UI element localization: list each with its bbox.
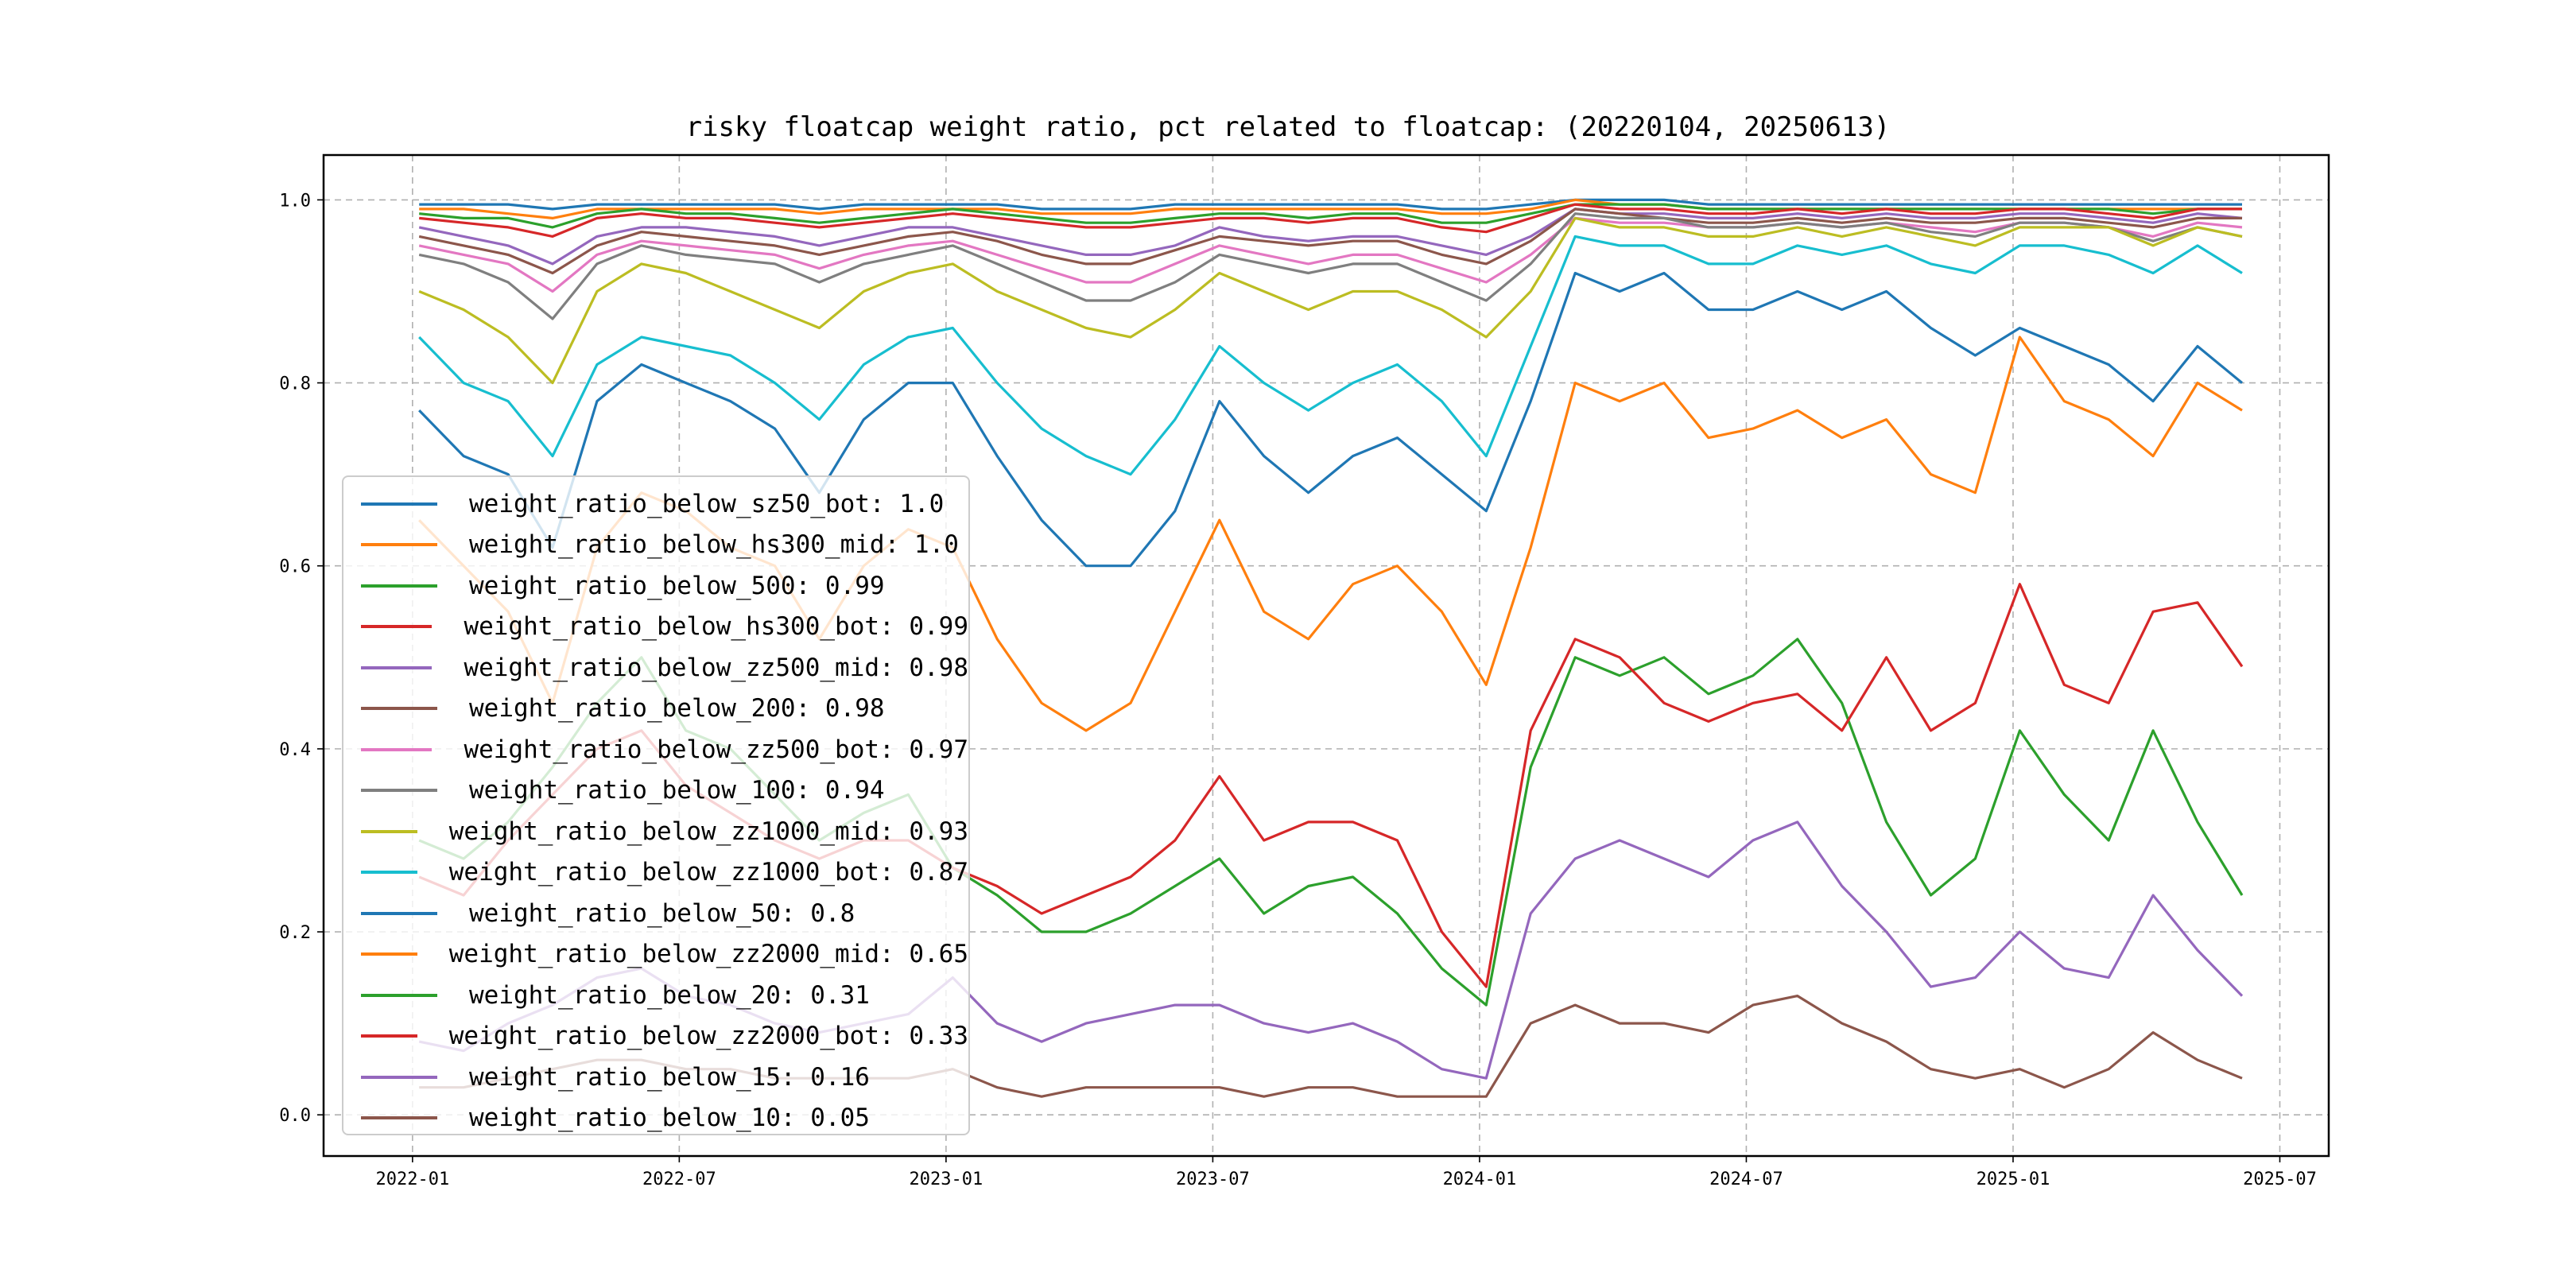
plot-frame — [322, 153, 2330, 1158]
series-line-9 — [418, 235, 2243, 476]
legend-swatch — [361, 665, 433, 669]
x-tick-label: 2025-01 — [1977, 1170, 2050, 1189]
legend-item: weight_ratio_below_sz50_bot: 1.0 — [343, 483, 968, 525]
legend-item: weight_ratio_below_hs300_bot: 0.99 — [343, 607, 968, 648]
legend-label: weight_ratio_below_50: 0.8 — [469, 898, 855, 928]
series-line-0 — [419, 198, 2242, 211]
legend-label: weight_ratio_below_20: 0.31 — [469, 980, 870, 1010]
y-tick-label: 0.4 — [279, 740, 311, 760]
legend-label: weight_ratio_below_100: 0.94 — [469, 776, 885, 805]
legend-swatch — [361, 543, 437, 547]
legend-swatch — [361, 625, 433, 629]
legend-label: weight_ratio_below_500: 0.99 — [469, 571, 885, 600]
legend-item: weight_ratio_below_zz500_bot: 0.97 — [343, 729, 968, 770]
legend-swatch — [361, 584, 437, 588]
series-line-3 — [419, 203, 2242, 238]
legend-label: weight_ratio_below_sz50_bot: 1.0 — [469, 489, 945, 518]
legend-swatch — [361, 747, 433, 751]
legend-label: weight_ratio_below_zz500_mid: 0.98 — [464, 653, 968, 682]
axis-ticks: 2022-01 2022-07 2023-01 2023-07 2024-01 2024-… — [279, 191, 2317, 1189]
x-tick-label: 2023-01 — [910, 1170, 983, 1189]
legend-label: weight_ratio_below_zz2000_bot: 0.33 — [448, 1022, 968, 1051]
legend-item: weight_ratio_below_zz2000_bot: 0.33 — [343, 1016, 968, 1057]
y-tick-label: 1.0 — [279, 191, 311, 211]
series-line-8 — [418, 216, 2243, 385]
legend-label: weight_ratio_below_10: 0.05 — [469, 1104, 870, 1133]
legend-item: weight_ratio_below_15: 0.16 — [343, 1057, 968, 1098]
legend-label: weight_ratio_below_zz1000_mid: 0.93 — [448, 817, 968, 846]
x-tick-label: 2025-07 — [2243, 1170, 2317, 1189]
legend-item: weight_ratio_below_zz500_mid: 0.98 — [343, 647, 968, 689]
legend: weight_ratio_below_sz50_bot: 1.0 weight_r… — [342, 475, 970, 1135]
legend-label: weight_ratio_below_15: 0.16 — [469, 1062, 870, 1092]
legend-swatch — [361, 1034, 417, 1038]
x-tick-label: 2022-07 — [642, 1170, 716, 1189]
series-line-10 — [418, 271, 2244, 568]
x-tick-label: 2022-01 — [375, 1170, 449, 1189]
series-lines — [418, 198, 2244, 1098]
series-line-6 — [418, 216, 2243, 293]
legend-item: weight_ratio_below_zz1000_bot: 0.87 — [343, 852, 968, 894]
legend-item: weight_ratio_below_500: 0.99 — [343, 565, 968, 607]
series-line-4 — [418, 208, 2243, 266]
legend-swatch — [361, 871, 417, 875]
legend-item: weight_ratio_below_10: 0.05 — [343, 1098, 968, 1139]
x-tick-label: 2024-07 — [1709, 1170, 1783, 1189]
legend-item: weight_ratio_below_100: 0.94 — [343, 770, 968, 812]
legend-label: weight_ratio_below_zz1000_bot: 0.87 — [448, 858, 968, 887]
legend-item: weight_ratio_below_hs300_mid: 1.0 — [343, 525, 968, 566]
y-tick-label: 0.8 — [279, 374, 311, 394]
legend-item: weight_ratio_below_zz2000_mid: 0.65 — [343, 934, 968, 976]
legend-label: weight_ratio_below_zz500_bot: 0.97 — [464, 735, 968, 764]
legend-label: weight_ratio_below_hs300_mid: 1.0 — [469, 530, 959, 560]
series-line-2 — [419, 203, 2242, 229]
series-line-7 — [418, 212, 2243, 320]
legend-swatch — [361, 707, 437, 711]
legend-label: weight_ratio_below_200: 0.98 — [469, 694, 885, 724]
legend-swatch — [361, 829, 417, 833]
chart-title: risky floatcap weight ratio, pct related… — [685, 111, 1891, 143]
legend-label: weight_ratio_below_zz2000_mid: 0.65 — [448, 940, 968, 969]
legend-item: weight_ratio_below_50: 0.8 — [343, 893, 968, 934]
x-tick-label: 2024-01 — [1443, 1170, 1517, 1189]
y-tick-label: 0.2 — [279, 923, 311, 943]
legend-label: weight_ratio_below_hs300_bot: 0.99 — [464, 612, 968, 642]
legend-swatch — [361, 1075, 437, 1079]
series-line-5 — [418, 208, 2242, 275]
x-tick-label: 2023-07 — [1176, 1170, 1250, 1189]
legend-swatch — [361, 789, 437, 793]
legend-item: weight_ratio_below_zz1000_mid: 0.93 — [343, 811, 968, 852]
y-tick-label: 0.6 — [279, 557, 311, 577]
legend-swatch — [361, 952, 417, 956]
legend-swatch — [361, 502, 437, 506]
legend-item: weight_ratio_below_200: 0.98 — [343, 689, 968, 730]
legend-item: weight_ratio_below_20: 0.31 — [343, 975, 968, 1016]
legend-swatch — [361, 993, 437, 997]
legend-swatch — [361, 911, 437, 915]
legend-swatch — [361, 1116, 437, 1120]
y-tick-label: 0.0 — [279, 1106, 311, 1126]
